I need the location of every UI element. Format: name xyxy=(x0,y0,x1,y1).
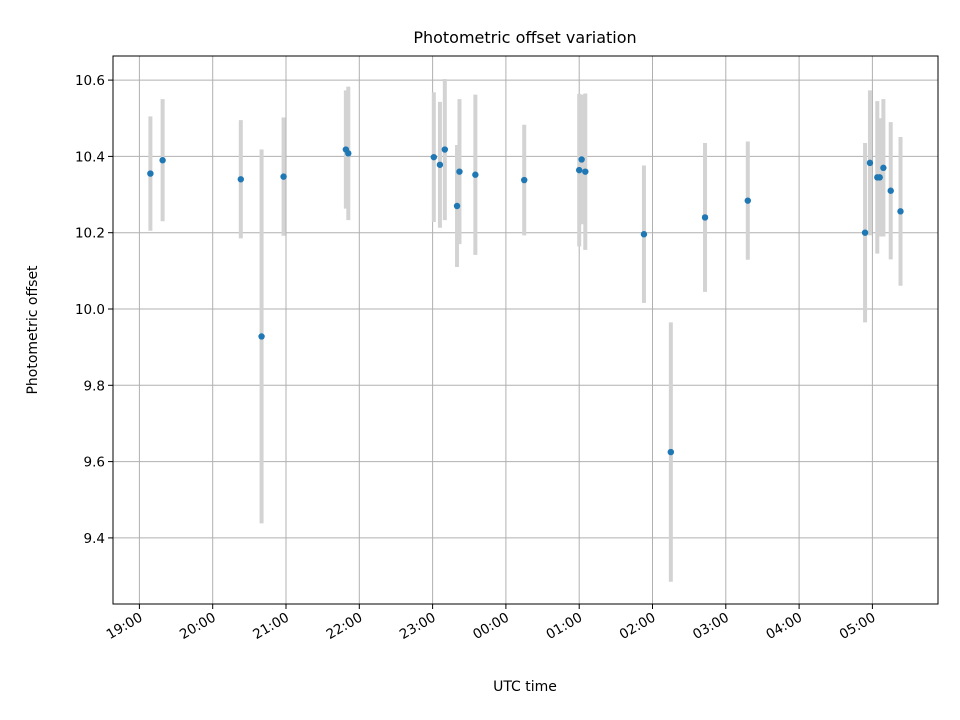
error-bars xyxy=(148,78,903,582)
x-tick-label: 20:00 xyxy=(177,610,219,643)
data-point xyxy=(887,187,894,194)
data-point xyxy=(345,150,352,157)
x-tick-label: 22:00 xyxy=(324,610,366,643)
data-point xyxy=(258,333,265,340)
y-axis-label: Photometric offset xyxy=(25,265,41,395)
data-point xyxy=(521,176,528,184)
x-axis-label: UTC time xyxy=(493,679,557,695)
chart-title: Photometric offset variation xyxy=(413,28,636,47)
x-tick-label: 03:00 xyxy=(690,610,732,643)
y-tick-label: 10.4 xyxy=(75,149,105,165)
data-point xyxy=(861,229,869,236)
data-point xyxy=(237,176,244,183)
x-tick-label: 02:00 xyxy=(617,610,659,643)
data-point xyxy=(430,153,438,161)
data-point xyxy=(866,159,874,167)
data-point xyxy=(897,208,904,215)
x-tick-label: 04:00 xyxy=(763,610,805,643)
x-tick-label: 05:00 xyxy=(837,610,879,643)
data-point xyxy=(436,161,444,168)
data-point xyxy=(441,146,449,153)
y-tick-label: 9.4 xyxy=(84,531,105,547)
data-point xyxy=(280,173,287,180)
y-tick-label: 9.6 xyxy=(84,455,105,471)
data-point xyxy=(744,197,751,204)
y-tick-label: 10.2 xyxy=(75,226,105,242)
data-point xyxy=(701,214,709,221)
data-point xyxy=(472,171,479,178)
y-tick-label: 10.6 xyxy=(75,73,105,89)
data-point xyxy=(582,168,589,175)
data-point xyxy=(453,202,461,210)
x-tick-label: 00:00 xyxy=(470,610,512,643)
data-point xyxy=(640,231,648,238)
plot-frame xyxy=(112,55,939,605)
data-point xyxy=(880,164,887,172)
data-point xyxy=(876,174,883,181)
y-tick-label: 10.0 xyxy=(75,302,105,318)
data-point xyxy=(456,168,463,175)
data-point xyxy=(147,170,154,177)
data-point xyxy=(667,448,675,456)
data-point xyxy=(576,166,583,174)
data-point xyxy=(578,156,585,163)
data-points xyxy=(147,146,904,456)
x-tick-label: 23:00 xyxy=(397,610,439,643)
x-tick-label: 01:00 xyxy=(544,610,586,643)
data-point xyxy=(159,157,166,164)
y-tick-label: 9.8 xyxy=(84,378,105,394)
x-tick-label: 19:00 xyxy=(104,610,146,643)
x-tick-label: 21:00 xyxy=(250,610,292,643)
